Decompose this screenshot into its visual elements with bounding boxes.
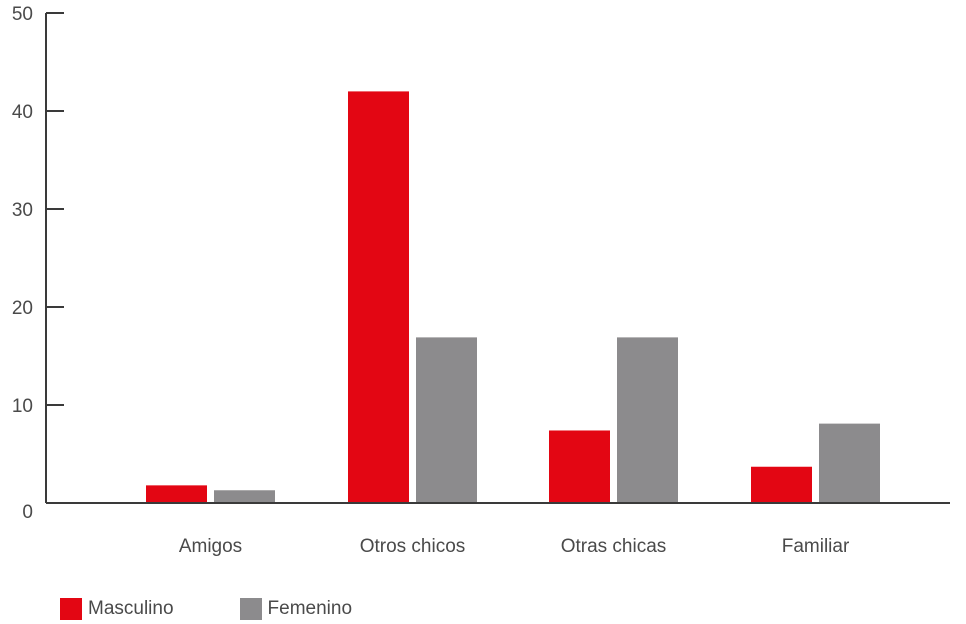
y-tick-label: 50 xyxy=(12,4,33,25)
bar-chart: 0 10 20 30 40 50 Amigos Otros chicos Otras chica… xyxy=(12,4,950,557)
x-tick-label: Amigos xyxy=(179,536,242,557)
bar-femenino-familiar xyxy=(819,423,880,503)
y-tick-label: 10 xyxy=(12,396,33,417)
legend-swatch-femenino xyxy=(239,598,262,620)
x-tick-label: Otras chicas xyxy=(561,536,667,557)
legend-label-femenino: Femenino xyxy=(267,598,353,619)
bar-femenino-otras-chicas xyxy=(617,337,678,503)
bar-masculino-otros-chicos xyxy=(348,91,409,504)
x-tick-label: Otros chicos xyxy=(360,536,466,557)
y-tick-label: 0 xyxy=(22,502,33,523)
bar-masculino-familiar xyxy=(751,466,812,503)
bar-femenino-otros-chicos xyxy=(416,337,477,503)
y-tick-label: 40 xyxy=(12,102,33,123)
x-tick-label: Familiar xyxy=(782,536,850,557)
bar-masculino-otras-chicas xyxy=(549,430,610,503)
legend-item-masculino: Masculino xyxy=(60,598,174,620)
legend-swatch-masculino xyxy=(60,598,82,620)
bar-femenino-amigos xyxy=(214,490,275,503)
y-tick-label: 30 xyxy=(12,200,33,221)
legend-item-femenino: Femenino xyxy=(239,598,353,620)
legend: Masculino Femenino xyxy=(60,598,418,620)
y-tick-label: 20 xyxy=(12,298,33,319)
legend-label-masculino: Masculino xyxy=(88,598,174,619)
bar-masculino-amigos xyxy=(146,485,207,503)
